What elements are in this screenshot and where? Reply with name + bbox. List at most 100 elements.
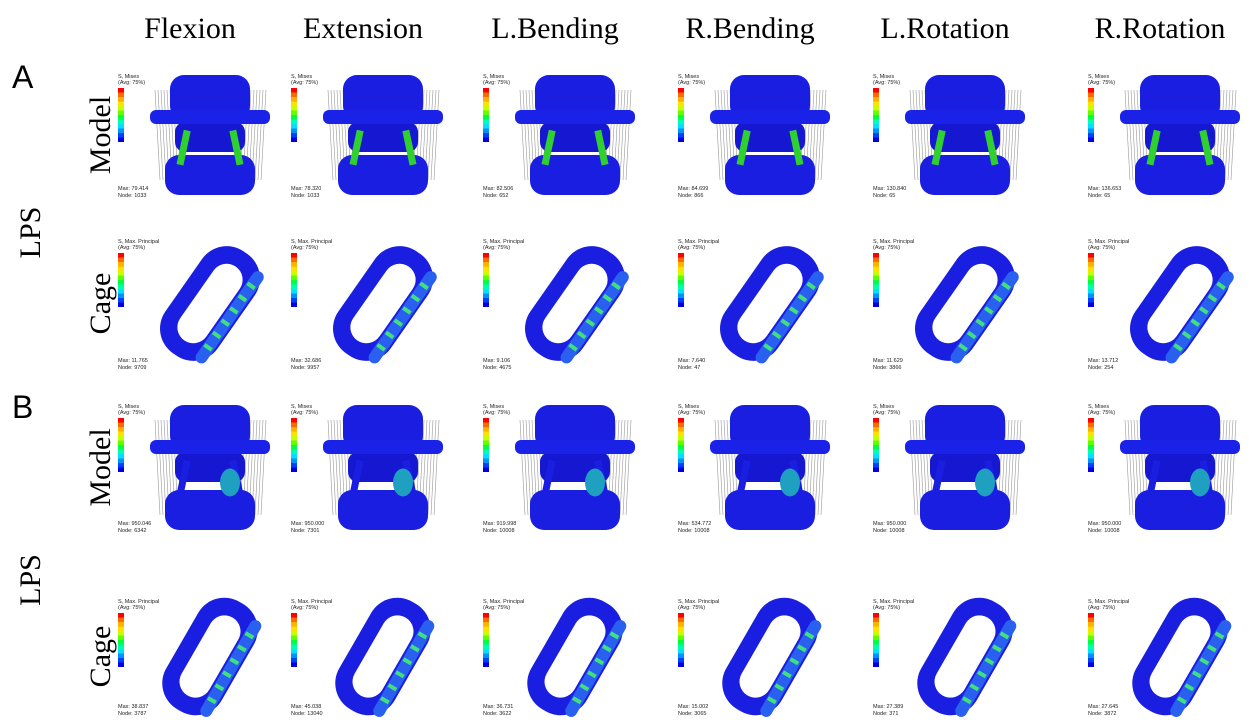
legend-swatch <box>678 93 684 98</box>
legend-swatch <box>873 454 879 459</box>
wire <box>434 90 439 180</box>
legend-swatch <box>291 636 297 641</box>
process <box>710 440 830 454</box>
legend-swatch <box>678 640 684 645</box>
legend-swatch <box>678 627 684 632</box>
legend-swatch <box>291 631 297 636</box>
legend-swatch <box>1088 618 1094 623</box>
legend-swatch <box>483 111 489 116</box>
legend-swatch <box>1088 645 1094 650</box>
wire <box>913 90 918 180</box>
legend-swatch <box>678 618 684 623</box>
legend-swatch <box>873 618 879 623</box>
legend-swatch <box>678 294 684 299</box>
legend-swatch <box>118 124 124 129</box>
max-label: Max: 950.000 <box>291 521 324 527</box>
legend-swatch <box>483 418 489 423</box>
legend-swatch <box>1088 262 1094 267</box>
legend-swatch <box>291 280 297 285</box>
legend-swatch <box>873 631 879 636</box>
legend-swatch <box>483 124 489 129</box>
wire <box>1013 420 1018 515</box>
legend-swatch <box>873 468 879 473</box>
node-label: Node: 65 <box>1088 193 1110 199</box>
legend-swatch <box>873 106 879 111</box>
legend-swatch <box>1088 258 1094 263</box>
legend-swatch <box>873 463 879 468</box>
avg-label: (Avg: 75%) <box>873 80 900 86</box>
avg-label: (Avg: 75%) <box>291 245 318 251</box>
max-label: Max: 38.837 <box>118 704 148 710</box>
cage-model <box>321 234 445 372</box>
max-label: Max: 36.731 <box>483 704 513 710</box>
legend-swatch <box>483 298 489 303</box>
wire <box>523 90 528 180</box>
wire <box>258 90 263 180</box>
legend-swatch <box>678 289 684 294</box>
avg-label: (Avg: 75%) <box>678 245 705 251</box>
legend-swatch <box>483 289 489 294</box>
legend-swatch <box>1088 649 1094 654</box>
legend-swatch <box>118 271 124 276</box>
wire <box>520 420 525 515</box>
legend-swatch <box>483 450 489 455</box>
cage-model <box>516 587 633 720</box>
node-label: Node: 3866 <box>873 365 901 371</box>
legend-swatch <box>118 649 124 654</box>
wire <box>261 420 266 515</box>
legend-swatch <box>678 445 684 450</box>
legend-swatch <box>1088 654 1094 659</box>
wire <box>434 420 439 515</box>
legend-swatch <box>873 111 879 116</box>
legend-swatch <box>873 267 879 272</box>
legend-swatch <box>483 432 489 437</box>
avg-label: (Avg: 75%) <box>1088 410 1115 416</box>
legend-swatch <box>1088 120 1094 125</box>
wire <box>1125 420 1130 515</box>
legend-swatch <box>291 106 297 111</box>
legend-swatch <box>1088 102 1094 107</box>
legend-swatch <box>483 427 489 432</box>
node-label: Node: 10008 <box>483 528 515 534</box>
wire <box>910 90 915 180</box>
avg-label: (Avg: 75%) <box>873 245 900 251</box>
max-label: Max: 32.686 <box>291 358 321 364</box>
result-panel: S, Max. Principal(Avg: 75%)Max: 15.002No… <box>678 587 829 720</box>
legend-swatch <box>1088 640 1094 645</box>
node-label: Node: 1033 <box>291 193 319 199</box>
max-label: Max: 130.840 <box>873 186 906 192</box>
process <box>323 440 443 454</box>
max-label: Max: 136.653 <box>1088 186 1121 192</box>
legend-swatch <box>291 663 297 668</box>
node-label: Node: 47 <box>678 365 700 371</box>
legend-swatch <box>483 93 489 98</box>
legend-swatch <box>118 441 124 446</box>
legend-swatch <box>678 622 684 627</box>
row-label: Cage <box>84 273 117 335</box>
legend-swatch <box>291 102 297 107</box>
legend-swatch <box>873 418 879 423</box>
node-label: Node: 13040 <box>291 711 323 717</box>
legend-swatch <box>873 613 879 618</box>
avg-label: (Avg: 75%) <box>678 605 705 611</box>
wire <box>821 90 826 180</box>
result-panel: S, Mises(Avg: 75%)Max: 84.699Node: 866 <box>678 74 830 199</box>
legend-swatch <box>873 129 879 134</box>
result-panel: S, Max. Principal(Avg: 75%)Max: 38.837No… <box>118 587 269 720</box>
process <box>905 110 1025 124</box>
node-label: Node: 371 <box>873 711 898 717</box>
legend-swatch <box>291 289 297 294</box>
result-panel: S, Max. Principal(Avg: 75%)Max: 36.731No… <box>483 587 634 720</box>
legend-swatch <box>118 450 124 455</box>
legend-swatch <box>483 303 489 308</box>
row-label: Model <box>84 428 117 506</box>
legend-swatch <box>291 285 297 290</box>
legend-swatch <box>873 294 879 299</box>
wire <box>910 420 915 515</box>
legend-swatch <box>483 138 489 143</box>
legend-swatch <box>483 636 489 641</box>
avg-label: (Avg: 75%) <box>118 605 145 611</box>
legend-swatch <box>678 280 684 285</box>
legend-swatch <box>483 658 489 663</box>
